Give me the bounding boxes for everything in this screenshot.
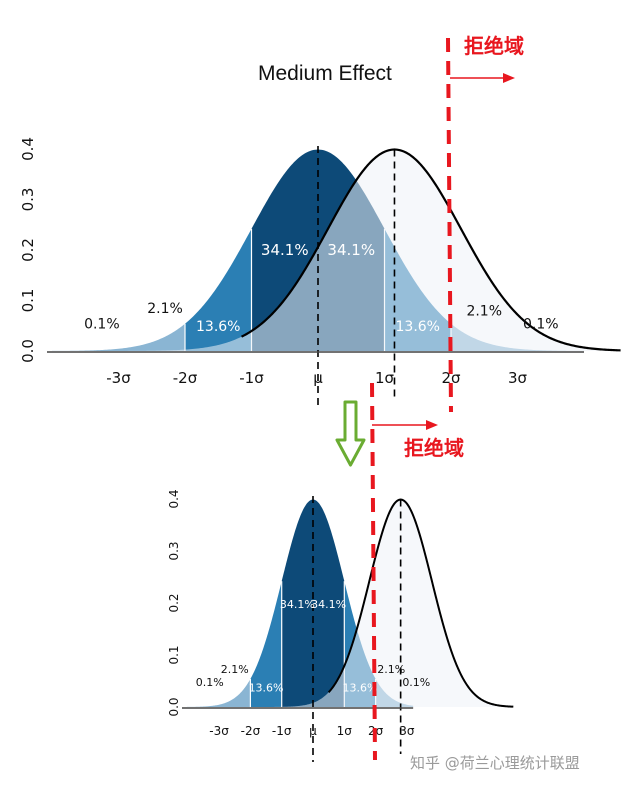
percent-label: 2.1% (147, 301, 183, 317)
x-tick-label: 3σ (399, 724, 415, 738)
percent-label: 0.1% (523, 316, 559, 332)
chart-title: Medium Effect (258, 62, 392, 85)
null-band-3 (52, 323, 185, 351)
null-band-1 (185, 228, 252, 351)
x-tick-label: 1σ (375, 369, 395, 387)
y-tick-label: 0.4 (167, 489, 181, 508)
bottom-critical-line (370, 382, 377, 761)
percent-label: 34.1% (311, 598, 346, 611)
null-band-1 (250, 581, 282, 707)
watermark: 知乎 @荷兰心理统计联盟 (410, 754, 580, 772)
top-chart: 0.0 0.1 0.2 0.3 0.4 -3σ -2σ -1σ μ 1σ 2σ 3σ 0.1% 2.1% 1… (19, 137, 621, 406)
x-tick-label: μ (313, 369, 323, 387)
down-arrow-icon (335, 400, 366, 467)
top-rejection-label: 拒绝域 (464, 34, 524, 58)
bottom-rejection-arrowhead (426, 420, 438, 430)
y-tick-label: 0.2 (167, 593, 181, 612)
x-tick-label: -1σ (272, 724, 292, 738)
percent-label: 34.1% (261, 241, 309, 259)
percent-label: 13.6% (249, 681, 284, 694)
null-band-0 (281, 499, 345, 707)
alt-curve (327, 498, 514, 708)
y-tick-label: 0.0 (19, 339, 37, 363)
percent-label: 0.1% (84, 316, 120, 332)
x-tick-label: -2σ (241, 724, 261, 738)
percent-label: 34.1% (327, 241, 375, 259)
percent-label: 2.1% (377, 663, 405, 676)
y-tick-label: 0.4 (19, 137, 37, 161)
x-tick-label: 2σ (441, 369, 461, 387)
top-critical-line (446, 37, 453, 413)
x-tick-label: 1σ (337, 724, 353, 738)
percent-label: 34.1% (280, 598, 315, 611)
bottom-chart: 0.00.10.20.30.4-3σ-2σ-1σμ1σ2σ3σ0.1%2.1%1… (167, 489, 514, 762)
percent-label: 0.1% (402, 676, 430, 689)
x-tick-label: -3σ (106, 369, 131, 387)
top-rejection-arrowhead (503, 73, 515, 83)
percent-label: 13.6% (396, 319, 440, 335)
y-tick-label: 0.1 (167, 645, 181, 664)
y-tick-label: 0.2 (19, 238, 37, 262)
percent-label: 2.1% (221, 663, 249, 676)
y-tick-label: 0.1 (19, 289, 37, 313)
percent-label: 0.1% (196, 676, 224, 689)
x-tick-label: μ (309, 724, 317, 738)
percent-label: 13.6% (342, 681, 377, 694)
x-tick-label: -1σ (239, 369, 264, 387)
x-tick-label: -2σ (173, 369, 198, 387)
y-tick-label: 0.0 (167, 697, 181, 716)
alt-curve (241, 148, 621, 352)
alt-fill (95, 149, 621, 351)
percent-label: 13.6% (196, 319, 240, 335)
x-tick-label: -3σ (209, 724, 229, 738)
null-band-3 (184, 678, 251, 707)
y-tick-label: 0.3 (167, 541, 181, 560)
alt-fill (259, 499, 514, 707)
percent-label: 2.1% (466, 304, 502, 320)
y-tick-label: 0.3 (19, 188, 37, 212)
x-tick-label: 3σ (508, 369, 528, 387)
bottom-rejection-label: 拒绝域 (404, 436, 464, 460)
